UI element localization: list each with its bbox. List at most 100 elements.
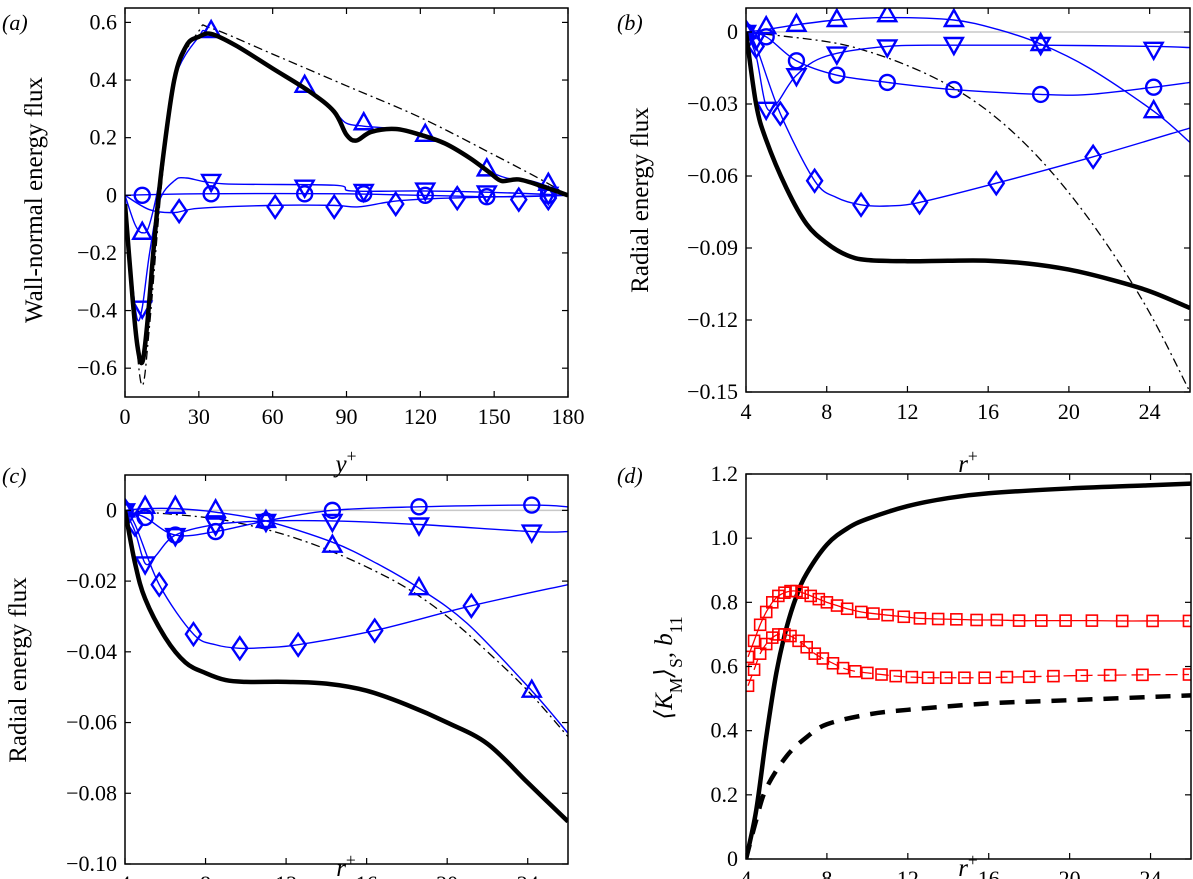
triangle-down-marker	[825, 46, 848, 67]
diamond-marker	[747, 33, 766, 60]
series-dashdot	[125, 509, 568, 738]
y-tick-label: −0.15	[687, 379, 738, 404]
x-tick-label: 16	[978, 866, 1000, 879]
series-line	[125, 504, 568, 537]
y-tick-label: 0	[106, 182, 117, 207]
series-line	[125, 31, 568, 366]
y-tick-label: 0	[106, 497, 117, 522]
triangle-down-marker	[876, 39, 899, 59]
square-marker	[1115, 614, 1129, 628]
y-axis-label: Radial energy flux	[5, 577, 32, 763]
y-tick-label: −0.12	[687, 307, 738, 332]
square-marker	[990, 613, 1004, 627]
diamond-marker	[289, 631, 308, 658]
series-circle	[746, 23, 1190, 104]
plot-frame	[745, 473, 1192, 860]
square-marker	[836, 661, 850, 675]
square-marker	[897, 610, 911, 624]
panel-b: 4 8 12 16 20 24 0 −0.03 −0.06 −0.09 −0.12 −0.15 (b) r…	[617, 7, 1191, 478]
diamond-marker	[509, 186, 528, 213]
triangle-up-marker	[164, 494, 187, 515]
series-line	[746, 31, 1190, 311]
square-marker	[1085, 614, 1099, 627]
square-marker	[820, 596, 834, 609]
square-marker	[875, 668, 888, 681]
x-tick-label: 150	[478, 404, 511, 429]
series-thick	[746, 481, 1191, 859]
plot-area	[125, 18, 568, 387]
diamond-marker	[462, 592, 481, 619]
x-tick-label: 120	[404, 404, 437, 429]
triangle-up-marker	[200, 18, 223, 39]
triangle-down-marker	[414, 182, 437, 202]
square-marker	[747, 663, 761, 677]
x-tick-label: 24	[1139, 399, 1161, 424]
series-line	[746, 31, 1190, 112]
series-square	[746, 628, 1191, 693]
series-thick	[746, 31, 1190, 311]
circle-marker	[410, 498, 428, 516]
x-tick-label: 60	[262, 404, 284, 429]
series-line	[125, 507, 568, 734]
series-line	[746, 16, 1190, 143]
circle-marker	[166, 526, 185, 544]
panel-a: 0 30 60 90 120 150 180 −0.6 −0.4 −0.2 0 0.2 0.4 0.6 (a…	[2, 7, 585, 478]
square-marker	[958, 671, 971, 685]
square-marker	[978, 671, 991, 685]
diamond-marker	[987, 170, 1006, 197]
panel-label: (b)	[617, 10, 643, 35]
x-tick-label: 30	[188, 404, 210, 429]
series-line	[746, 31, 1190, 207]
x-tick-label: 12	[897, 866, 919, 879]
triangle-down-marker	[942, 36, 965, 57]
series-line	[746, 31, 1190, 392]
y-tick-label: 0	[727, 846, 738, 871]
x-tick-label: 8	[821, 399, 832, 424]
diamond-marker	[266, 193, 285, 220]
diamond-marker	[230, 635, 249, 662]
square-marker	[796, 586, 809, 600]
series-triangle-up	[125, 494, 568, 734]
x-tick-label: 180	[552, 404, 585, 429]
diamond-marker	[771, 100, 790, 127]
panel-label: (c)	[2, 463, 26, 488]
series-line	[746, 481, 1191, 859]
diamond-marker	[184, 621, 203, 648]
triangle-down-marker	[755, 101, 778, 122]
square-marker	[840, 602, 854, 616]
triangle-up-marker	[204, 497, 227, 518]
square-marker	[1035, 614, 1048, 627]
square-marker	[1022, 670, 1036, 684]
x-tick-label: 16	[977, 399, 999, 424]
y-tick-label: −0.04	[66, 639, 117, 664]
y-axis-label: ⟨KM⟩S, b11	[651, 616, 686, 719]
square-marker	[921, 671, 935, 685]
diamond-marker	[365, 617, 384, 644]
x-axis-label: r+	[958, 850, 978, 879]
square-marker	[861, 666, 874, 680]
y-axis-label: Radial energy flux	[627, 107, 654, 293]
y-tick-label: 0.8	[711, 589, 739, 614]
diamond-marker	[448, 185, 467, 212]
series-circle	[125, 185, 568, 206]
series-line	[125, 510, 568, 566]
triangle-down-marker	[1029, 36, 1052, 57]
square-marker	[804, 589, 818, 603]
x-tick-label: 90	[336, 404, 358, 429]
circle-marker	[133, 186, 151, 204]
y-tick-label: 1.2	[711, 461, 739, 486]
series-square	[746, 584, 1191, 664]
square-marker	[1000, 670, 1014, 684]
square-marker	[848, 665, 862, 678]
triangle-up-marker	[785, 12, 808, 32]
triangle-up-marker	[520, 678, 543, 698]
square-marker	[812, 592, 826, 606]
x-tick-label: 8	[200, 871, 211, 879]
series-triangle-down	[746, 24, 1190, 122]
plot-area	[125, 494, 568, 824]
triangle-down-marker	[407, 517, 431, 537]
x-tick-label: 4	[741, 866, 752, 879]
series-line	[746, 693, 1191, 859]
y-tick-label: −0.4	[77, 298, 117, 323]
series-line	[746, 31, 1190, 96]
